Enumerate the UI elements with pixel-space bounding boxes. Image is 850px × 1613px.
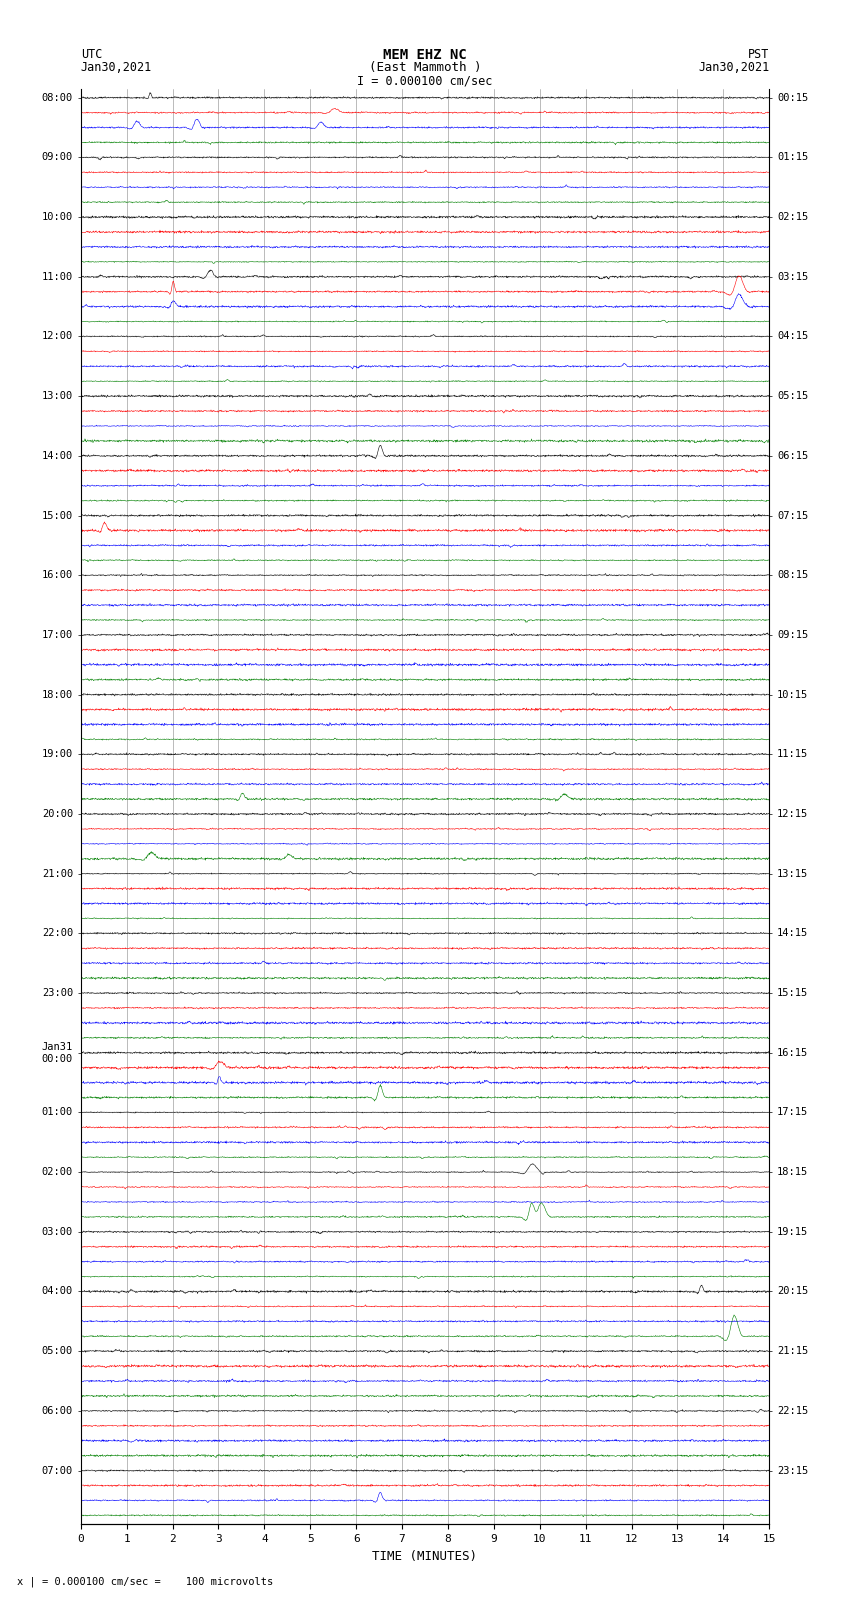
Text: PST: PST [748,48,769,61]
X-axis label: TIME (MINUTES): TIME (MINUTES) [372,1550,478,1563]
Text: MEM EHZ NC: MEM EHZ NC [383,48,467,63]
Text: Jan30,2021: Jan30,2021 [81,61,152,74]
Text: UTC: UTC [81,48,102,61]
Text: Jan30,2021: Jan30,2021 [698,61,769,74]
Text: (East Mammoth ): (East Mammoth ) [369,61,481,74]
Text: I = 0.000100 cm/sec: I = 0.000100 cm/sec [357,74,493,87]
Text: x | = 0.000100 cm/sec =    100 microvolts: x | = 0.000100 cm/sec = 100 microvolts [17,1576,273,1587]
